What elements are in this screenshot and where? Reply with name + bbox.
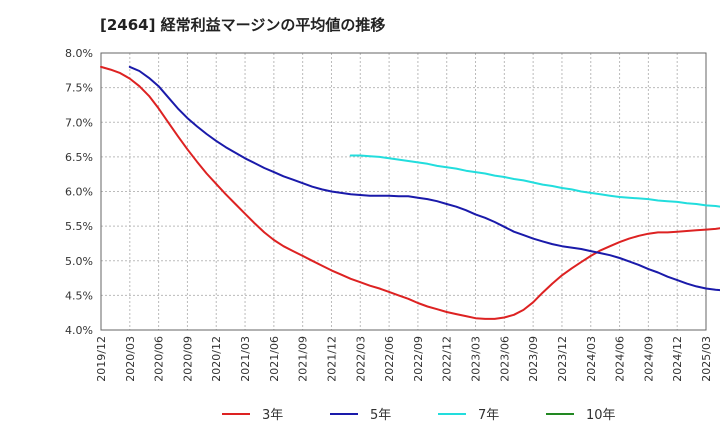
x-tick-label: 2023/12 bbox=[556, 336, 569, 382]
x-tick-label: 2020/12 bbox=[210, 336, 223, 382]
y-tick-label: 7.5% bbox=[65, 82, 93, 95]
legend: 3年 5年 7年 10年 bbox=[222, 408, 616, 423]
x-tick-label: 2023/03 bbox=[470, 336, 483, 382]
x-tick-label: 2022/06 bbox=[383, 336, 396, 382]
y-tick-label: 7.0% bbox=[65, 116, 93, 129]
y-tick-label: 4.0% bbox=[65, 324, 93, 337]
legend-label-2: 5年 bbox=[370, 408, 391, 423]
x-tick-label: 2021/09 bbox=[297, 336, 310, 382]
legend-label-1: 3年 bbox=[262, 408, 283, 423]
y-tick-label: 5.0% bbox=[65, 255, 93, 268]
x-tick-label: 2021/03 bbox=[239, 336, 252, 382]
x-tick-label: 2019/12 bbox=[95, 336, 108, 382]
x-tick-label: 2020/06 bbox=[153, 336, 166, 382]
series-lines bbox=[100, 65, 720, 320]
y-tick-label: 6.0% bbox=[65, 186, 93, 199]
x-tick-label: 2022/12 bbox=[441, 336, 454, 382]
plot-frame bbox=[100, 52, 707, 331]
y-tick-label: 8.0% bbox=[65, 47, 93, 60]
grid bbox=[101, 52, 706, 331]
legend-label-3: 7年 bbox=[478, 408, 499, 423]
series-line-2 bbox=[128, 65, 720, 292]
x-tick-label: 2023/09 bbox=[527, 336, 540, 382]
x-tick-label: 2020/03 bbox=[124, 336, 137, 382]
series-line-1 bbox=[100, 65, 720, 320]
x-tick-label: 2021/06 bbox=[268, 336, 281, 382]
y-tick-label: 6.5% bbox=[65, 151, 93, 164]
y-tick-label: 4.5% bbox=[65, 289, 93, 302]
x-axis-ticks: 2019/12 2020/03 2020/06 2020/09 2020/12 2021/… bbox=[95, 336, 713, 382]
x-tick-label: 2025/03 bbox=[700, 336, 713, 382]
x-tick-label: 2022/09 bbox=[412, 336, 425, 382]
x-tick-label: 2023/06 bbox=[498, 336, 511, 382]
x-tick-label: 2022/03 bbox=[354, 336, 367, 382]
series-line-3 bbox=[349, 154, 720, 208]
x-tick-label: 2024/06 bbox=[614, 336, 627, 382]
y-axis-ticks: 8.0% 7.5% 7.0% 6.5% 6.0% 5.5% 5.0% 4.5% 4.0% bbox=[65, 47, 93, 337]
x-tick-label: 2024/09 bbox=[642, 336, 655, 382]
x-tick-label: 2021/12 bbox=[325, 336, 338, 382]
legend-label-4: 10年 bbox=[586, 408, 616, 423]
y-tick-label: 5.5% bbox=[65, 220, 93, 233]
chart-title: [2464] 経常利益マージンの平均値の推移 bbox=[100, 16, 385, 34]
x-tick-label: 2024/03 bbox=[585, 336, 598, 382]
x-tick-label: 2024/12 bbox=[671, 336, 684, 382]
x-tick-label: 2020/09 bbox=[181, 336, 194, 382]
